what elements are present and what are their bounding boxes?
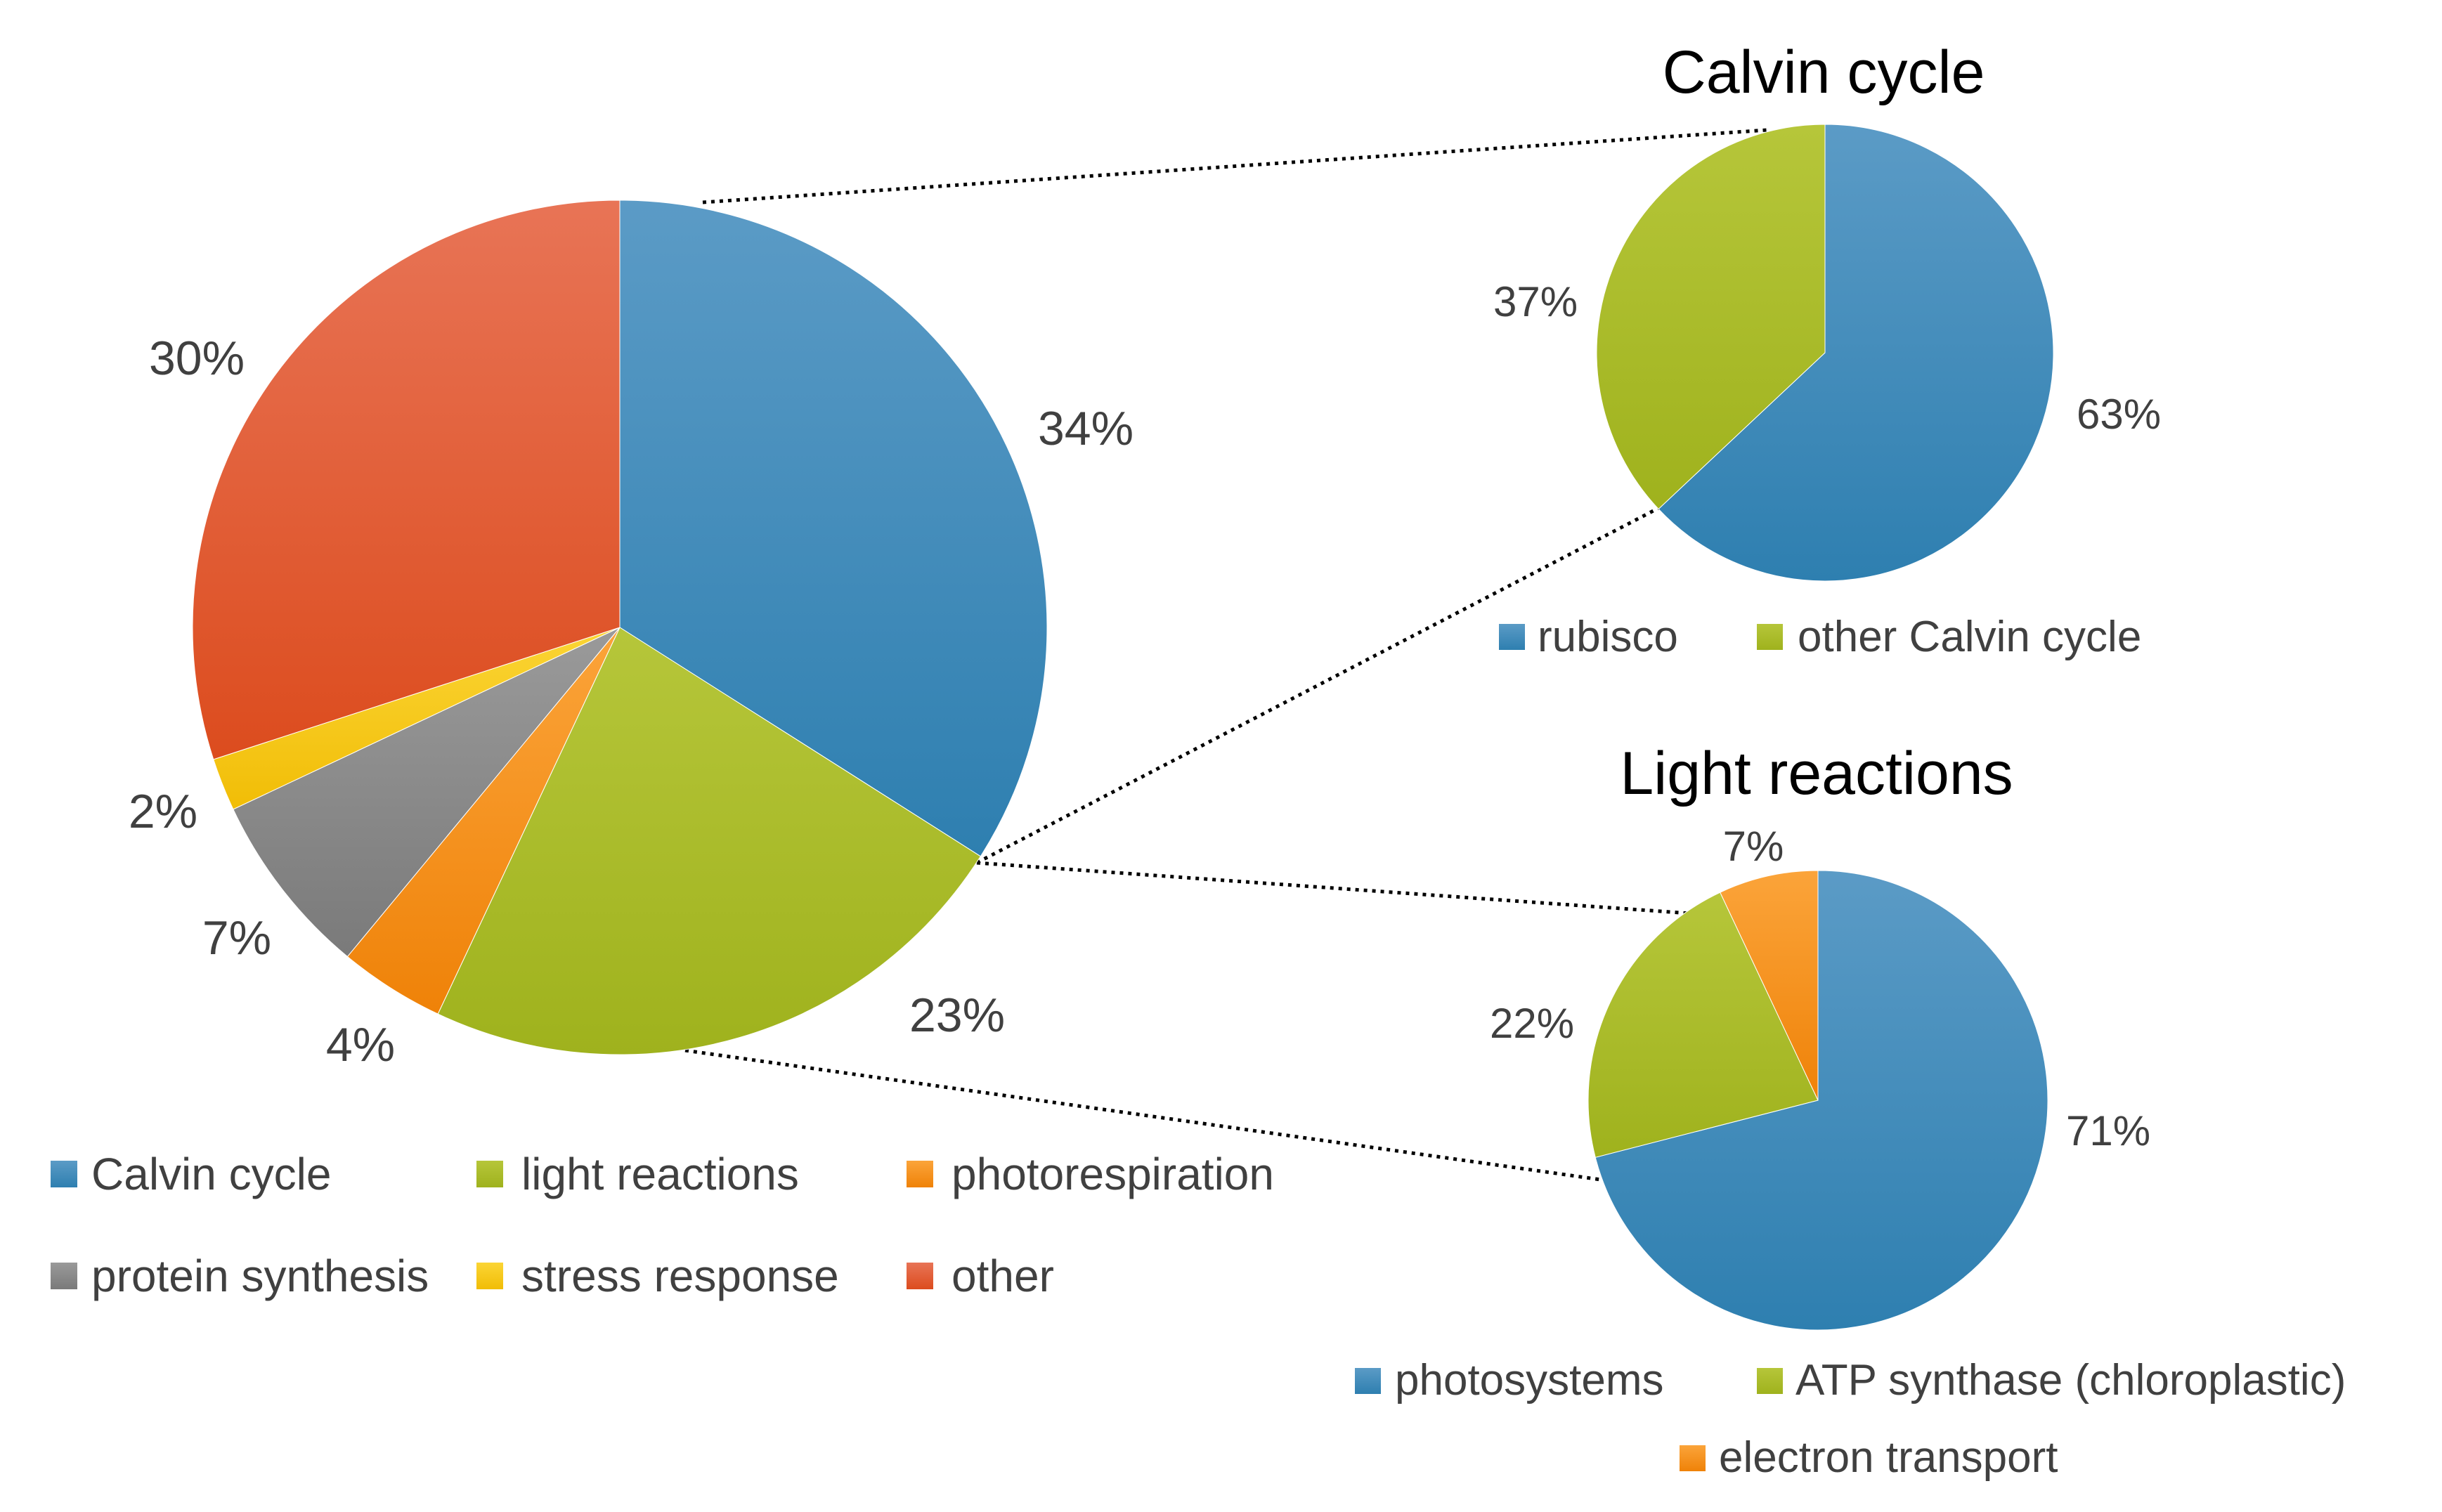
connector-calvin-top [703, 130, 1767, 202]
legend-swatch-other-calvin-cycle [1757, 624, 1783, 650]
legend-label-stress-response: stress response [521, 1251, 839, 1301]
legend-item-protein-synthesis: protein synthesis [51, 1251, 429, 1301]
legend-label-protein-synthesis: protein synthesis [91, 1251, 429, 1301]
legend-item-rubisco: rubisco [1499, 613, 1678, 661]
legend-item-calvin-cycle: Calvin cycle [51, 1149, 331, 1199]
legend-label-photorespiration: photorespiration [952, 1149, 1274, 1199]
label-photorespiration: 4% [326, 1018, 395, 1071]
legend-label-calvin-cycle: Calvin cycle [91, 1149, 331, 1199]
legend-label-other-calvin-cycle: other Calvin cycle [1798, 613, 2141, 661]
legend-swatch-light-reactions [476, 1161, 503, 1187]
main-legend: Calvin cycle light reactions photorespir… [51, 1149, 1274, 1301]
label-protein-synthesis: 7% [202, 911, 271, 965]
legend-label-electron-transport: electron transport [1719, 1433, 2058, 1482]
main-pie [193, 200, 1047, 1055]
label-other-calvin-cycle: 37% [1493, 278, 1578, 325]
label-rubisco: 63% [2077, 391, 2161, 438]
label-light-reactions: 23% [909, 989, 1005, 1042]
legend-swatch-electron-transport [1680, 1445, 1706, 1471]
legend-item-other-calvin-cycle: other Calvin cycle [1757, 613, 2141, 661]
label-photosystems: 71% [2066, 1107, 2150, 1154]
legend-swatch-atp-synthase [1757, 1368, 1783, 1394]
label-other: 30% [149, 332, 245, 385]
light-chart-title: Light reactions [1620, 740, 2013, 807]
legend-label-other: other [952, 1251, 1054, 1301]
legend-swatch-protein-synthesis [51, 1263, 77, 1289]
legend-item-atp-synthase: ATP synthase (chloroplastic) [1757, 1356, 2346, 1405]
label-electron-transport: 7% [1723, 823, 1784, 870]
legend-swatch-other [907, 1263, 933, 1289]
legend-item-light-reactions: light reactions [476, 1149, 799, 1199]
calvin-chart-title: Calvin cycle [1663, 39, 1985, 106]
connector-light-top [977, 863, 1690, 913]
label-calvin-cycle: 34% [1038, 402, 1134, 455]
legend-swatch-photorespiration [907, 1161, 933, 1187]
calvin-legend: rubisco other Calvin cycle [1499, 613, 2141, 661]
connector-calvin-bottom [977, 504, 1665, 863]
legend-item-photorespiration: photorespiration [907, 1149, 1274, 1199]
legend-swatch-stress-response [476, 1263, 503, 1289]
legend-swatch-rubisco [1499, 624, 1525, 650]
legend-label-atp-synthase: ATP synthase (chloroplastic) [1795, 1356, 2346, 1405]
legend-item-other: other [907, 1251, 1054, 1301]
legend-item-photosystems: photosystems [1355, 1356, 1664, 1405]
light-pie [1588, 871, 2048, 1330]
legend-item-stress-response: stress response [476, 1251, 839, 1301]
label-atp-synthase: 22% [1490, 1000, 1574, 1047]
label-stress-response: 2% [129, 785, 197, 838]
calvin-pie [1597, 124, 2053, 581]
legend-item-electron-transport: electron transport [1680, 1433, 2058, 1482]
legend-label-photosystems: photosystems [1395, 1356, 1664, 1405]
legend-swatch-calvin-cycle [51, 1161, 77, 1187]
light-legend: photosystems ATP synthase (chloroplastic… [1355, 1356, 2346, 1482]
legend-label-rubisco: rubisco [1538, 613, 1678, 661]
legend-swatch-photosystems [1355, 1368, 1381, 1394]
legend-label-light-reactions: light reactions [521, 1149, 799, 1199]
